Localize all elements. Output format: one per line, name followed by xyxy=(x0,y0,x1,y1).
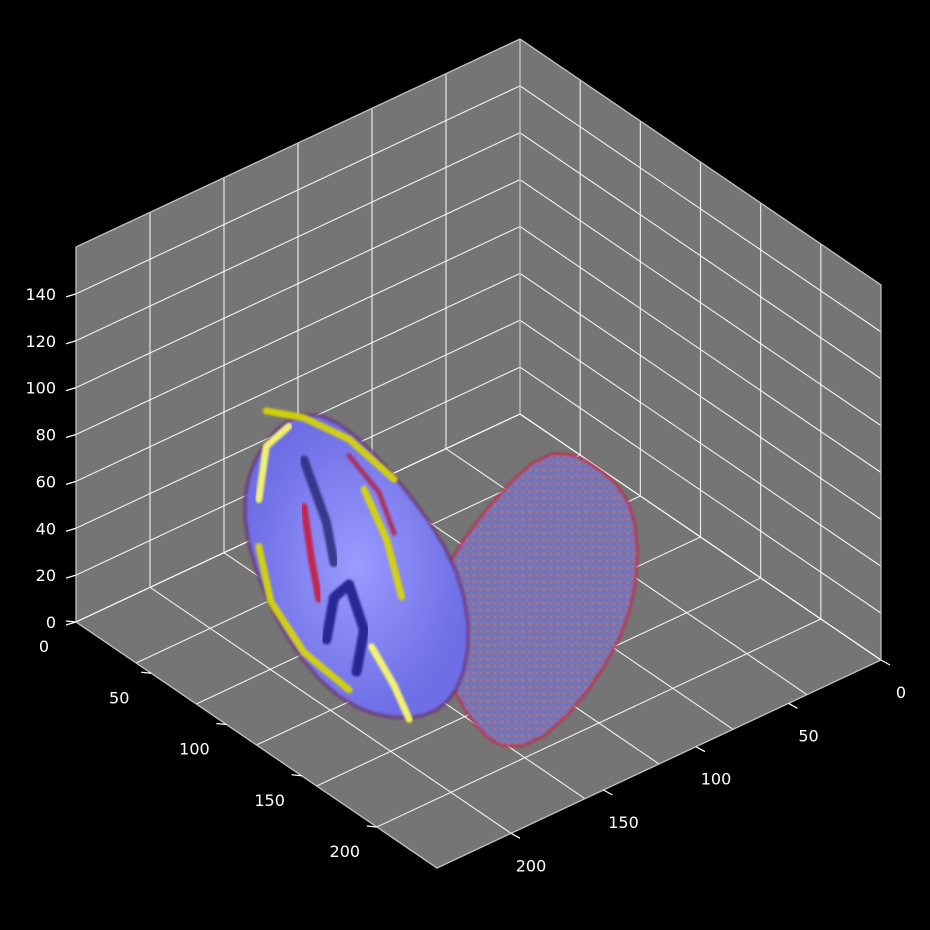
x-tick-label: 100 xyxy=(701,770,732,789)
z-tick-mark xyxy=(65,433,77,439)
grid-line xyxy=(149,586,512,834)
volume-render xyxy=(243,407,639,748)
z-tick-label: 20 xyxy=(36,566,56,585)
x-tick-label: 200 xyxy=(516,856,547,875)
z-tick-mark xyxy=(65,340,77,345)
y-tick-mark xyxy=(291,774,302,777)
z-tick-mark xyxy=(65,387,77,392)
y-tick-label: 50 xyxy=(109,688,129,707)
axis-line-bottom xyxy=(75,621,882,869)
z-tick-mark xyxy=(65,527,77,532)
z-tick-mark xyxy=(65,574,77,579)
tick-labels: 0 50 100 150 200 0 50 100 150 200 0 20 40 60 80 100 120 1… xyxy=(25,285,906,875)
z-tick-label: 0 xyxy=(46,613,56,632)
x-tick-mark xyxy=(880,659,891,666)
x-tick-label: 150 xyxy=(608,813,639,832)
y-tick-mark xyxy=(216,722,227,726)
z-tick-label: 140 xyxy=(25,285,56,304)
volume-feature xyxy=(262,407,398,483)
y-tick-label: 0 xyxy=(39,637,49,656)
x-tick-mark xyxy=(695,746,706,753)
z-tick-label: 60 xyxy=(36,472,56,491)
x-tick-mark xyxy=(603,789,613,796)
volume-cut-face xyxy=(432,452,639,748)
volume-feature xyxy=(368,643,413,723)
y-tick-mark xyxy=(366,825,377,828)
y-tick-mark xyxy=(65,620,77,623)
z-tick-mark xyxy=(65,621,77,626)
volume-feature xyxy=(299,455,339,568)
z-tick-label: 40 xyxy=(36,519,56,538)
y-tick-label: 150 xyxy=(254,791,285,810)
z-tick-label: 80 xyxy=(36,426,56,445)
volume-feature xyxy=(300,503,323,603)
z-tick-label: 120 xyxy=(25,332,56,351)
x-tick-label: 0 xyxy=(896,683,906,702)
volume-feature xyxy=(346,453,397,536)
y-tick-label: 100 xyxy=(179,740,210,759)
y-tick-mark xyxy=(141,671,152,674)
y-tick-label: 200 xyxy=(330,842,361,861)
axis-lines xyxy=(75,38,882,869)
volume-feature xyxy=(360,485,406,601)
volume-feature xyxy=(255,542,353,694)
z-tick-mark xyxy=(65,293,77,298)
tick-marks xyxy=(65,293,891,839)
x-tick-label: 50 xyxy=(798,726,818,745)
volume-feature xyxy=(321,579,370,677)
x-tick-mark xyxy=(788,702,798,709)
z-tick-mark xyxy=(65,480,77,485)
z-tick-label: 100 xyxy=(25,379,56,398)
x-tick-mark xyxy=(510,832,521,839)
volume-feature xyxy=(255,422,293,504)
